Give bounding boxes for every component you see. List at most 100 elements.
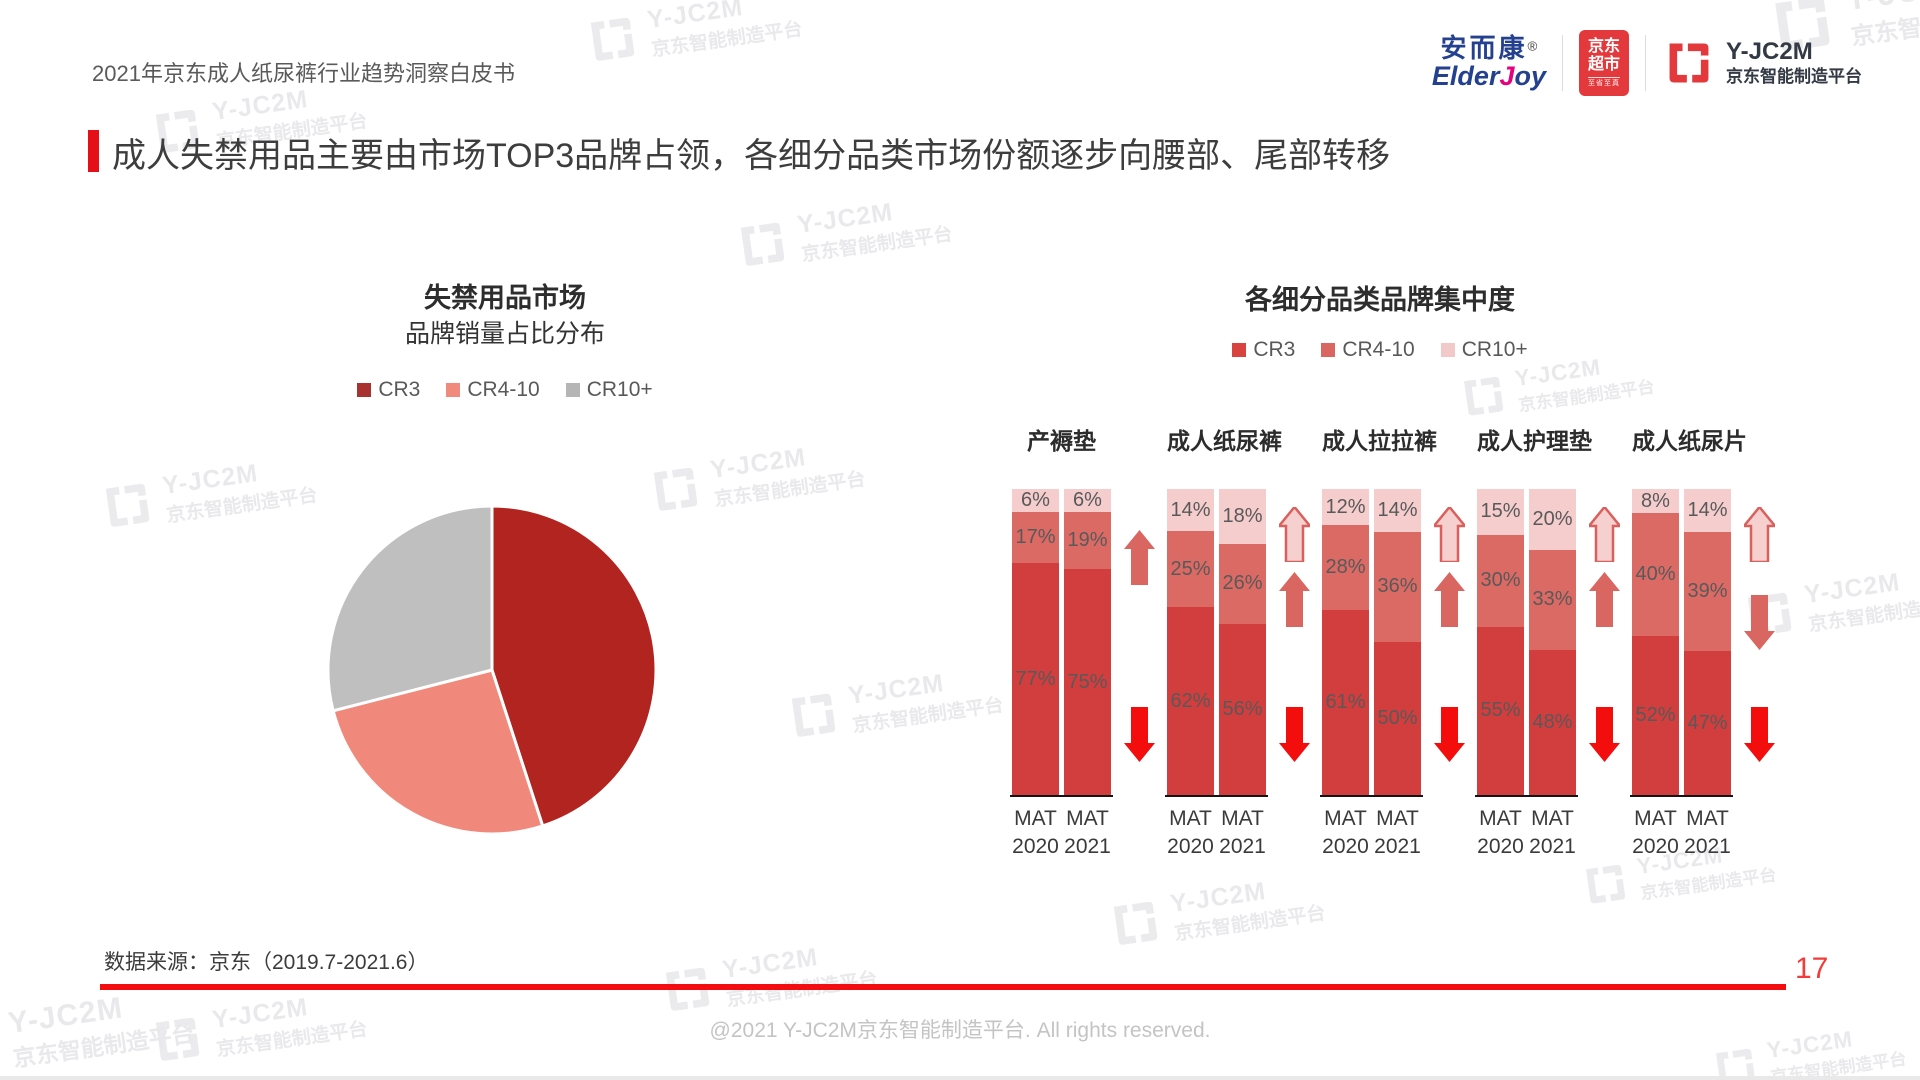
bar-value-label: 26% [1222, 572, 1263, 595]
pie-slice-cr410 [331, 668, 545, 836]
legend-item: CR10+ [565, 378, 653, 402]
logo-divider [1562, 35, 1563, 91]
trend-arrows [1744, 489, 1775, 795]
bar-value-label: 8% [1641, 489, 1670, 512]
stacked-bar: 8% 40% 52% [1632, 489, 1679, 796]
bar-value-label: 40% [1635, 563, 1676, 586]
x-axis-line [1165, 795, 1268, 797]
watermark-text: 京东智能制造平台 [650, 18, 804, 61]
watermark-text: Y-JC2M [645, 0, 745, 35]
x-axis-line [1010, 795, 1113, 797]
x-axis-label-line: 2020 [1012, 835, 1059, 858]
jc2m-monogram-icon [1669, 43, 1709, 83]
bar-value-label: 14% [1170, 498, 1211, 521]
legend-label: CR4-10 [467, 378, 540, 401]
trend-arrow-down-icon [1589, 707, 1620, 762]
bar-segment-cr3: 61% [1322, 610, 1369, 795]
bar-value-label: 15% [1480, 500, 1521, 523]
bar-value-label: 17% [1015, 526, 1056, 549]
bar-value-label: 14% [1687, 498, 1728, 521]
bar-value-label: 75% [1067, 670, 1108, 693]
bar-segment-cr10: 6% [1064, 489, 1111, 512]
x-axis-label-line: MAT [1376, 807, 1419, 830]
watermark-text: Y-JC2M [720, 942, 820, 985]
legend-swatch [565, 383, 580, 397]
watermark-monogram-icon [590, 17, 635, 61]
legend-item: CR4-10 [1321, 338, 1415, 362]
bar-segment-cr10: 14% [1374, 489, 1421, 532]
bar-segment-cr3: 75% [1064, 569, 1111, 795]
x-axis-label-line: 2021 [1064, 835, 1111, 858]
bar-segment-cr3: 50% [1374, 642, 1421, 795]
trend-arrow-down-icon [1744, 707, 1775, 762]
bar-segment-cr410: 25% [1167, 531, 1214, 608]
bar-value-label: 19% [1067, 529, 1108, 552]
bar-value-label: 55% [1480, 699, 1521, 722]
stacked-bar: 14% 39% 47% [1684, 489, 1731, 795]
watermark-monogram-icon [105, 483, 150, 527]
bar-value-label: 20% [1532, 507, 1573, 530]
bar-segment-cr3: 77% [1012, 563, 1059, 795]
bar-segment-cr3: 52% [1632, 635, 1679, 796]
bar-segment-cr3: 55% [1477, 626, 1524, 795]
jc2m-platform-logo: Y-JC2M 京东智能制造平台 [1662, 36, 1862, 90]
trend-arrow-up-icon [1589, 507, 1620, 562]
bar-value-label: 12% [1325, 495, 1366, 518]
bar-segment-cr410: 39% [1684, 531, 1731, 652]
legend-label: CR3 [378, 378, 421, 401]
legend-item: CR3 [1232, 338, 1295, 362]
x-axis-label-line: MAT [1066, 807, 1109, 830]
watermark-text: Y-JC2M [1168, 876, 1268, 919]
pie-chart-title: 失禁用品市场 [424, 283, 586, 313]
watermark-monogram-icon [1716, 1048, 1756, 1080]
legend-label: CR4-10 [1342, 338, 1415, 361]
bar-segment-cr10: 6% [1012, 489, 1059, 512]
bar-segment-cr10: 18% [1219, 489, 1266, 545]
stacked-bar: 12% 28% 61% [1322, 489, 1369, 795]
elderjoy-cn-text: 安而康 [1440, 33, 1528, 64]
x-axis-line [1320, 795, 1423, 797]
legend-swatch [357, 383, 372, 397]
legend-swatch [446, 383, 461, 397]
trend-arrow-down-icon [1434, 707, 1465, 762]
watermark-text: 京东智能制造平台 [165, 484, 319, 527]
stacked-bar: 20% 33% 48% [1529, 489, 1576, 795]
x-axis-label: MAT 2021 [1529, 805, 1576, 861]
watermark-text: 京东智能制造平台 [713, 468, 867, 511]
trend-arrow-up-icon [1124, 530, 1155, 585]
bar-value-label: 52% [1635, 703, 1676, 726]
trend-arrows [1279, 489, 1310, 795]
stacked-bar: 6% 19% 75% [1064, 489, 1111, 795]
stacked-bar: 14% 36% 50% [1374, 489, 1421, 795]
x-axis-label-line: 2021 [1684, 835, 1731, 858]
bar-group: 成人纸尿裤 14% 25% 62% 18% 26% 56% MAT 2020 MAT 2021 [1165, 422, 1322, 862]
x-axis-label: MAT 2020 [1167, 805, 1214, 861]
legend-swatch [1232, 343, 1247, 357]
watermark-monogram-icon [1464, 376, 1504, 416]
trend-arrow-up-icon [1434, 507, 1465, 562]
bar-value-label: 48% [1532, 710, 1573, 733]
footer-divider [100, 984, 1786, 990]
legend-swatch [1440, 343, 1455, 357]
bar-value-label: 28% [1325, 556, 1366, 579]
bar-value-label: 39% [1687, 580, 1728, 603]
bar-value-label: 33% [1532, 588, 1573, 611]
bar-value-label: 61% [1325, 691, 1366, 714]
category-label: 成人拉拉裤 [1322, 428, 1437, 454]
trend-arrow-up-icon [1589, 572, 1620, 627]
bar-value-label: 50% [1377, 707, 1418, 729]
bar-segment-cr410: 30% [1477, 534, 1524, 627]
category-label: 产褥垫 [1027, 428, 1096, 454]
x-axis-label-line: 2020 [1167, 835, 1214, 858]
watermark-monogram-icon [791, 693, 836, 737]
bar-segment-cr10: 20% [1529, 489, 1576, 550]
x-axis-line [1630, 795, 1733, 797]
x-axis-label-line: MAT [1634, 807, 1677, 830]
bar-value-label: 30% [1480, 569, 1521, 592]
watermark-text: 京东智能制造平台 [1769, 1049, 1908, 1080]
watermark-text: 京东智能制造平台 [1807, 593, 1920, 636]
x-axis-label: MAT 2020 [1632, 805, 1679, 861]
legend-item: CR4-10 [446, 378, 540, 402]
x-axis-label-line: 2020 [1322, 835, 1369, 858]
bar-value-label: 36% [1377, 575, 1418, 598]
